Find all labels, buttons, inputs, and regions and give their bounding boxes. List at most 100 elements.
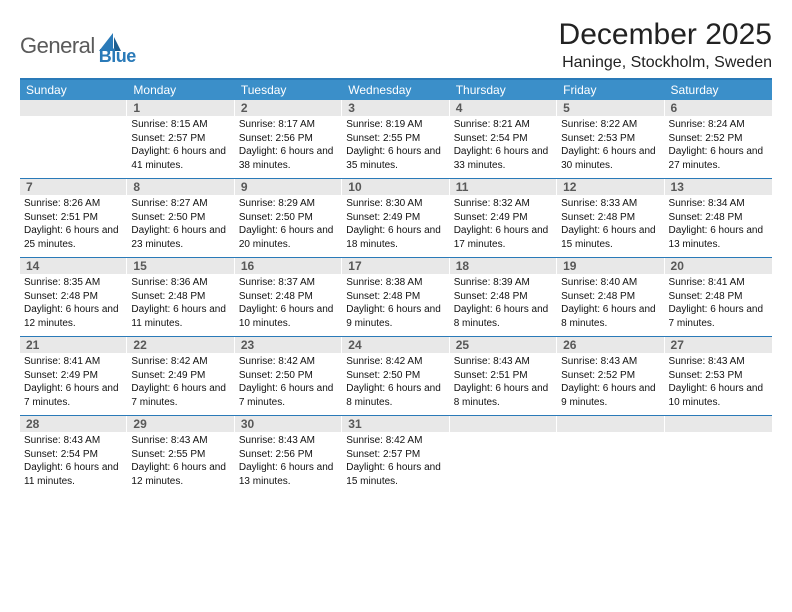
sunset-text: Sunset: 2:50 PM — [346, 369, 445, 383]
sunrise-text: Sunrise: 8:29 AM — [239, 197, 338, 211]
sunrise-text: Sunrise: 8:42 AM — [346, 434, 445, 448]
sunset-text: Sunset: 2:48 PM — [561, 211, 660, 225]
day-cell: 29Sunrise: 8:43 AMSunset: 2:55 PMDayligh… — [127, 416, 234, 494]
day-number — [20, 100, 127, 116]
daylight-text: Daylight: 6 hours and 11 minutes. — [24, 461, 123, 488]
daylight-text: Daylight: 6 hours and 8 minutes. — [454, 303, 553, 330]
day-body: Sunrise: 8:19 AMSunset: 2:55 PMDaylight:… — [342, 116, 449, 178]
sunset-text: Sunset: 2:48 PM — [454, 290, 553, 304]
day-cell: 3Sunrise: 8:19 AMSunset: 2:55 PMDaylight… — [342, 100, 449, 178]
sunset-text: Sunset: 2:55 PM — [131, 448, 230, 462]
week-row: 1Sunrise: 8:15 AMSunset: 2:57 PMDaylight… — [20, 100, 772, 179]
day-cell — [665, 416, 772, 494]
day-cell: 12Sunrise: 8:33 AMSunset: 2:48 PMDayligh… — [557, 179, 664, 257]
title-block: December 2025 Haninge, Stockholm, Sweden — [559, 18, 772, 72]
sunset-text: Sunset: 2:53 PM — [669, 369, 768, 383]
sunset-text: Sunset: 2:56 PM — [239, 448, 338, 462]
day-body: Sunrise: 8:39 AMSunset: 2:48 PMDaylight:… — [450, 274, 557, 336]
day-cell: 1Sunrise: 8:15 AMSunset: 2:57 PMDaylight… — [127, 100, 234, 178]
day-body: Sunrise: 8:29 AMSunset: 2:50 PMDaylight:… — [235, 195, 342, 257]
daylight-text: Daylight: 6 hours and 30 minutes. — [561, 145, 660, 172]
sunrise-text: Sunrise: 8:32 AM — [454, 197, 553, 211]
week-row: 7Sunrise: 8:26 AMSunset: 2:51 PMDaylight… — [20, 179, 772, 258]
daylight-text: Daylight: 6 hours and 38 minutes. — [239, 145, 338, 172]
sunrise-text: Sunrise: 8:30 AM — [346, 197, 445, 211]
sunrise-text: Sunrise: 8:43 AM — [561, 355, 660, 369]
day-body: Sunrise: 8:42 AMSunset: 2:50 PMDaylight:… — [235, 353, 342, 415]
day-cell: 15Sunrise: 8:36 AMSunset: 2:48 PMDayligh… — [127, 258, 234, 336]
day-number: 28 — [20, 416, 127, 432]
sunrise-text: Sunrise: 8:42 AM — [346, 355, 445, 369]
day-body — [665, 432, 772, 488]
sunrise-text: Sunrise: 8:24 AM — [669, 118, 768, 132]
day-cell: 28Sunrise: 8:43 AMSunset: 2:54 PMDayligh… — [20, 416, 127, 494]
day-body — [450, 432, 557, 488]
sunrise-text: Sunrise: 8:15 AM — [131, 118, 230, 132]
day-body: Sunrise: 8:41 AMSunset: 2:49 PMDaylight:… — [20, 353, 127, 415]
dow-friday: Friday — [557, 80, 664, 100]
day-body — [557, 432, 664, 488]
daylight-text: Daylight: 6 hours and 7 minutes. — [24, 382, 123, 409]
sunset-text: Sunset: 2:48 PM — [346, 290, 445, 304]
daylight-text: Daylight: 6 hours and 9 minutes. — [346, 303, 445, 330]
daylight-text: Daylight: 6 hours and 8 minutes. — [346, 382, 445, 409]
day-body: Sunrise: 8:17 AMSunset: 2:56 PMDaylight:… — [235, 116, 342, 178]
day-cell: 2Sunrise: 8:17 AMSunset: 2:56 PMDaylight… — [235, 100, 342, 178]
sunrise-text: Sunrise: 8:35 AM — [24, 276, 123, 290]
day-number: 10 — [342, 179, 449, 195]
sunset-text: Sunset: 2:57 PM — [346, 448, 445, 462]
day-number: 17 — [342, 258, 449, 274]
sunrise-text: Sunrise: 8:34 AM — [669, 197, 768, 211]
day-number: 25 — [450, 337, 557, 353]
sunset-text: Sunset: 2:51 PM — [454, 369, 553, 383]
sunrise-text: Sunrise: 8:41 AM — [669, 276, 768, 290]
daylight-text: Daylight: 6 hours and 13 minutes. — [669, 224, 768, 251]
sunset-text: Sunset: 2:48 PM — [561, 290, 660, 304]
day-cell: 25Sunrise: 8:43 AMSunset: 2:51 PMDayligh… — [450, 337, 557, 415]
day-cell — [450, 416, 557, 494]
daylight-text: Daylight: 6 hours and 33 minutes. — [454, 145, 553, 172]
daylight-text: Daylight: 6 hours and 13 minutes. — [239, 461, 338, 488]
day-body: Sunrise: 8:43 AMSunset: 2:56 PMDaylight:… — [235, 432, 342, 494]
day-number: 23 — [235, 337, 342, 353]
day-body: Sunrise: 8:22 AMSunset: 2:53 PMDaylight:… — [557, 116, 664, 178]
daylight-text: Daylight: 6 hours and 8 minutes. — [561, 303, 660, 330]
sunrise-text: Sunrise: 8:42 AM — [239, 355, 338, 369]
day-number: 8 — [127, 179, 234, 195]
day-body: Sunrise: 8:15 AMSunset: 2:57 PMDaylight:… — [127, 116, 234, 178]
day-number: 13 — [665, 179, 772, 195]
sunrise-text: Sunrise: 8:37 AM — [239, 276, 338, 290]
day-number: 21 — [20, 337, 127, 353]
sunset-text: Sunset: 2:52 PM — [669, 132, 768, 146]
day-body: Sunrise: 8:35 AMSunset: 2:48 PMDaylight:… — [20, 274, 127, 336]
calendar: SundayMondayTuesdayWednesdayThursdayFrid… — [20, 78, 772, 494]
day-body: Sunrise: 8:26 AMSunset: 2:51 PMDaylight:… — [20, 195, 127, 257]
daylight-text: Daylight: 6 hours and 7 minutes. — [239, 382, 338, 409]
sunrise-text: Sunrise: 8:41 AM — [24, 355, 123, 369]
day-body: Sunrise: 8:21 AMSunset: 2:54 PMDaylight:… — [450, 116, 557, 178]
location-subtitle: Haninge, Stockholm, Sweden — [559, 54, 772, 72]
day-number: 26 — [557, 337, 664, 353]
sunrise-text: Sunrise: 8:22 AM — [561, 118, 660, 132]
day-cell: 13 Sunrise: 8:34 AMSunset: 2:48 PMDayligh… — [665, 179, 772, 257]
daylight-text: Daylight: 6 hours and 18 minutes. — [346, 224, 445, 251]
week-row: 14Sunrise: 8:35 AMSunset: 2:48 PMDayligh… — [20, 258, 772, 337]
daylight-text: Daylight: 6 hours and 12 minutes. — [131, 461, 230, 488]
day-cell: 5Sunrise: 8:22 AMSunset: 2:53 PMDaylight… — [557, 100, 664, 178]
week-row: 28Sunrise: 8:43 AMSunset: 2:54 PMDayligh… — [20, 416, 772, 494]
sunrise-text: Sunrise: 8:26 AM — [24, 197, 123, 211]
day-body: Sunrise: 8:37 AMSunset: 2:48 PMDaylight:… — [235, 274, 342, 336]
day-body: Sunrise: 8:42 AMSunset: 2:57 PMDaylight:… — [342, 432, 449, 494]
week-row: 21Sunrise: 8:41 AMSunset: 2:49 PMDayligh… — [20, 337, 772, 416]
day-cell — [20, 100, 127, 178]
day-number: 30 — [235, 416, 342, 432]
day-number: 19 — [557, 258, 664, 274]
daylight-text: Daylight: 6 hours and 7 minutes. — [131, 382, 230, 409]
daylight-text: Daylight: 6 hours and 25 minutes. — [24, 224, 123, 251]
day-number: 1 — [127, 100, 234, 116]
sunset-text: Sunset: 2:50 PM — [239, 211, 338, 225]
sunset-text: Sunset: 2:48 PM — [669, 211, 768, 225]
sunrise-text: Sunrise: 8:17 AM — [239, 118, 338, 132]
day-cell: 24Sunrise: 8:42 AMSunset: 2:50 PMDayligh… — [342, 337, 449, 415]
day-cell: 8Sunrise: 8:27 AMSunset: 2:50 PMDaylight… — [127, 179, 234, 257]
